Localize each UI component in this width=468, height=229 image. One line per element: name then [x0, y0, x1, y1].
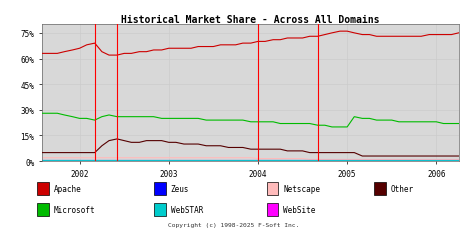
Title: Historical Market Share - Across All Domains: Historical Market Share - Across All Dom…	[121, 14, 380, 25]
Text: Apache: Apache	[54, 184, 81, 194]
Text: Microsoft: Microsoft	[54, 205, 95, 214]
Text: Copyright (c) 1998-2025 F-Soft Inc.: Copyright (c) 1998-2025 F-Soft Inc.	[168, 222, 300, 227]
Text: Other: Other	[391, 184, 414, 194]
Text: Zeus: Zeus	[171, 184, 190, 194]
Text: Netscape: Netscape	[283, 184, 320, 194]
Text: WebSTAR: WebSTAR	[171, 205, 203, 214]
Text: WebSite: WebSite	[283, 205, 315, 214]
